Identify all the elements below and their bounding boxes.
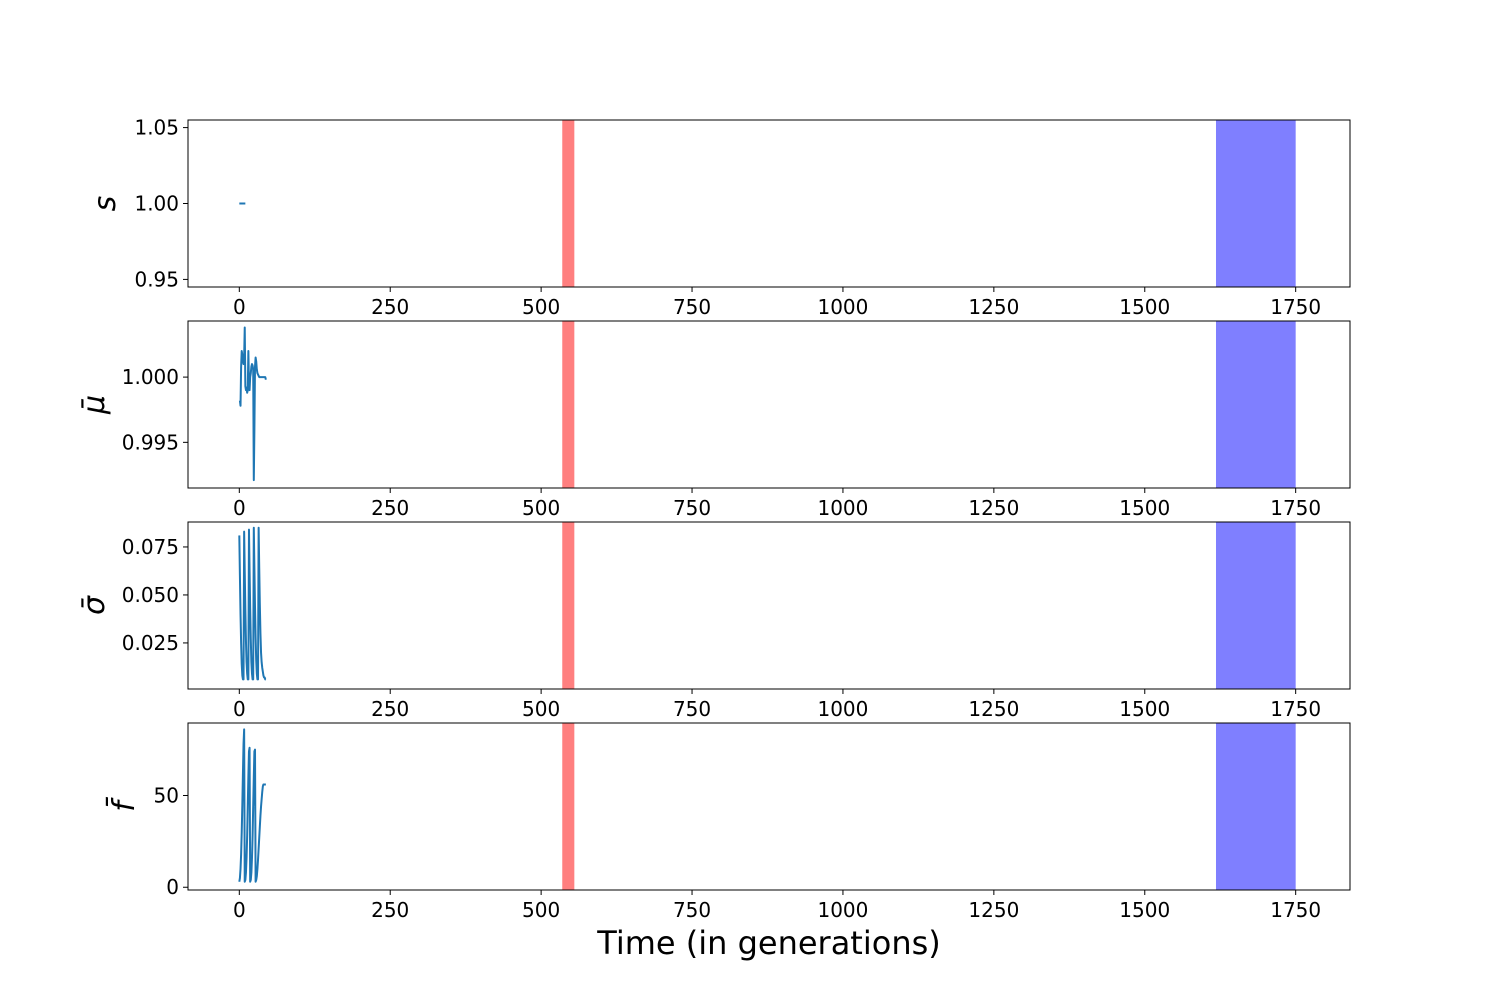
x-tick-label: 1500 [1119,496,1170,520]
y-axis-label: μ̄ [77,395,112,415]
x-tick-label: 1250 [968,697,1019,721]
x-tick-label: 1500 [1119,295,1170,319]
x-tick-label: 750 [673,898,711,922]
x-tick-label: 1250 [968,496,1019,520]
x-tick-label: 1750 [1270,697,1321,721]
x-tick-label: 0 [233,898,246,922]
shaded-span-1 [562,522,575,689]
subplot-2: 0 250 500 750 1000 1250 1500 1750 0.995 1.000 μ̄ [77,320,1351,520]
x-tick-label: 1000 [817,697,868,721]
x-tick-label: 1500 [1119,697,1170,721]
shaded-span-2 [1215,522,1296,689]
x-tick-label: 1000 [817,295,868,319]
y-tick-label: 1.000 [122,365,179,389]
x-tick-label: 0 [233,697,246,721]
subplot-1: 0 250 500 750 1000 1250 1500 1750 0.95 1.00 1.05 s [88,116,1351,319]
shaded-span-2 [1215,321,1296,488]
x-tick-label: 1500 [1119,898,1170,922]
x-tick-label: 1000 [817,898,868,922]
plot-frame [187,722,1351,891]
y-tick-label: 1.00 [134,192,179,216]
x-tick-label: 250 [371,898,409,922]
plot-frame [187,119,1351,288]
series-line-1 [238,526,267,681]
x-tick-label: 500 [522,898,560,922]
subplot-4: 0 250 500 750 1000 1250 1500 1750 0 50 f̄ [106,722,1351,922]
x-tick-label: 1000 [817,496,868,520]
x-axis-label: Time (in generations) [596,924,941,962]
y-tick-label: 1.05 [134,116,179,140]
y-tick-label: 0.95 [134,267,179,291]
y-tick-label: 50 [154,783,179,807]
x-tick-label: 1250 [968,295,1019,319]
y-tick-label: 0.075 [122,535,179,559]
y-axis-label: f̄ [106,796,142,812]
y-tick-label: 0.995 [122,430,179,454]
x-tick-label: 250 [371,295,409,319]
x-tick-label: 750 [673,697,711,721]
y-axis-label: σ̄ [77,595,112,615]
x-tick-label: 1750 [1270,898,1321,922]
subplot-3: 0 250 500 750 1000 1250 1500 1750 0.025 0.050 0.07… [77,521,1351,721]
x-tick-label: 500 [522,496,560,520]
x-tick-label: 250 [371,697,409,721]
y-tick-label: 0.025 [122,631,179,655]
shaded-span-2 [1215,723,1296,890]
x-tick-label: 750 [673,496,711,520]
panels: 0 250 500 750 1000 1250 1500 17500.951.001.05s0… [77,116,1351,922]
series-line-1 [238,326,267,482]
x-tick-label: 500 [522,697,560,721]
plot-frame [187,521,1351,690]
x-tick-label: 0 [233,496,246,520]
x-tick-label: 750 [673,295,711,319]
shaded-span-1 [562,723,575,890]
shaded-span-1 [562,321,575,488]
y-tick-label: 0 [166,875,179,899]
x-tick-label: 500 [522,295,560,319]
x-tick-label: 1750 [1270,496,1321,520]
plot-frame [187,320,1351,489]
y-axis-label: s [88,196,123,212]
x-tick-label: 1750 [1270,295,1321,319]
series-line-1 [238,728,267,883]
y-tick-label: 0.050 [122,583,179,607]
x-tick-label: 0 [233,295,246,319]
shaded-span-1 [562,120,575,287]
shaded-span-2 [1215,120,1296,287]
x-tick-label: 1250 [968,898,1019,922]
x-tick-label: 250 [371,496,409,520]
